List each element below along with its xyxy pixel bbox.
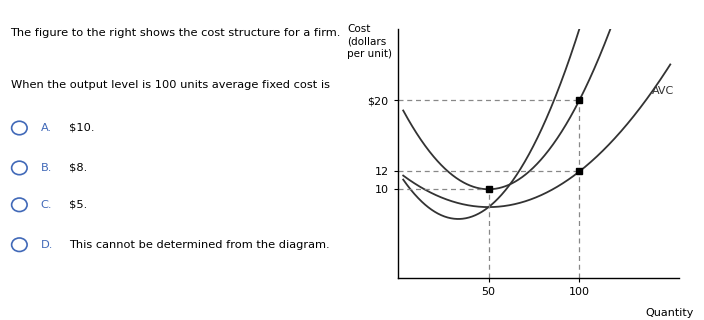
Text: AVC: AVC <box>652 86 674 96</box>
Text: B.: B. <box>41 163 52 173</box>
Text: $10.: $10. <box>69 123 94 133</box>
Text: The figure to the right shows the cost structure for a firm.: The figure to the right shows the cost s… <box>11 28 341 38</box>
Text: When the output level is 100 units average fixed cost is: When the output level is 100 units avera… <box>11 80 329 90</box>
Text: Cost
(dollars
per unit): Cost (dollars per unit) <box>347 24 392 59</box>
Text: A.: A. <box>41 123 51 133</box>
Text: Quantity: Quantity <box>645 308 693 318</box>
Text: This cannot be determined from the diagram.: This cannot be determined from the diagr… <box>69 240 329 250</box>
Text: $5.: $5. <box>69 200 87 210</box>
Text: C.: C. <box>41 200 52 210</box>
Text: $8.: $8. <box>69 163 87 173</box>
Text: D.: D. <box>41 240 53 250</box>
